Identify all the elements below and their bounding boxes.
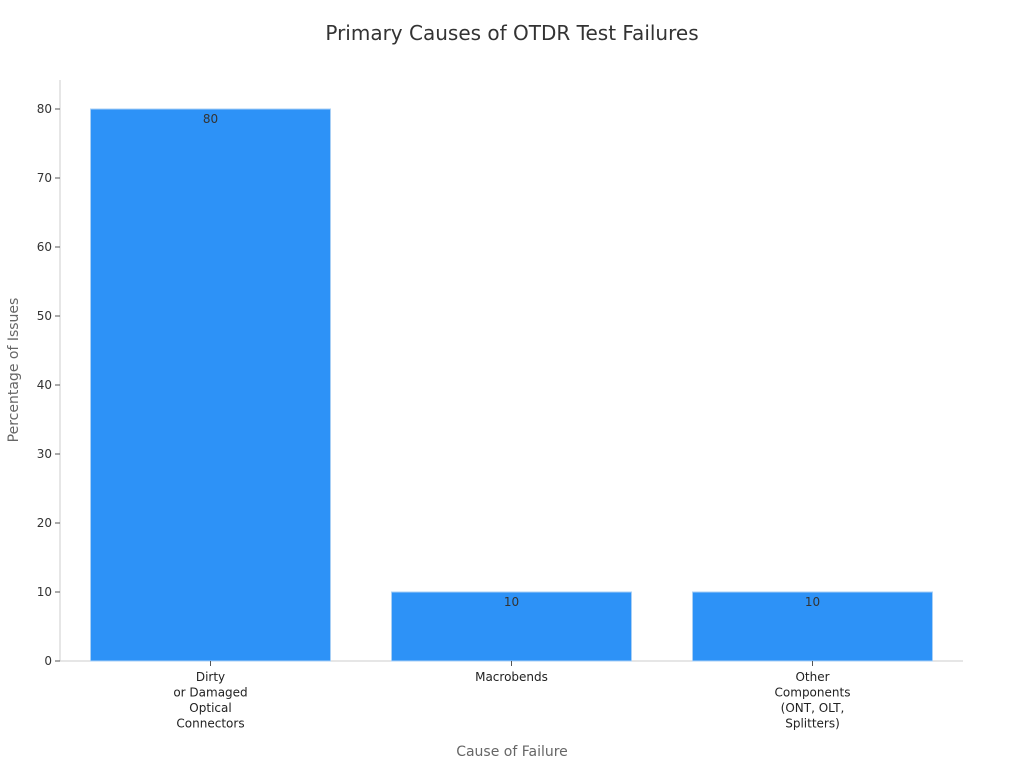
x-tick-label-line: Macrobends [475,670,548,684]
y-axis-label: Percentage of Issues [6,298,22,443]
y-tick-label: 0 [44,654,52,668]
x-tick-label-line: Dirty [196,670,225,684]
x-tick-label-line: Optical [189,701,231,715]
data-label: 10 [805,595,820,609]
x-axis-label: Cause of Failure [456,744,568,760]
x-tick-label: Macrobends [475,670,548,684]
x-tick-label-line: (ONT, OLT, [781,701,845,715]
bar [692,591,933,662]
data-label: 80 [203,112,218,126]
bar [391,591,632,662]
y-tick-label: 20 [37,516,52,530]
y-tick-label: 50 [37,309,52,323]
x-tick-label-line: Splitters) [785,717,840,731]
x-tick-label-line: Other [795,670,829,684]
y-tick-label: 80 [37,102,52,116]
x-tick-label-line: or Damaged [173,686,247,700]
chart-title: Primary Causes of OTDR Test Failures [325,21,698,45]
y-tick-label: 60 [37,240,52,254]
y-tick-label: 70 [37,171,52,185]
x-tick-label: Dirty or Damaged Optical Connectors [173,670,247,731]
x-tick-label: Other Components (ONT, OLT, Splitters) [775,670,851,731]
x-tick-label-line: Components [775,686,851,700]
y-tick-label: 40 [37,378,52,392]
data-label: 10 [504,595,519,609]
x-tick-label-line: Connectors [176,717,244,731]
bar [90,108,331,662]
y-tick-label: 10 [37,585,52,599]
y-tick-label: 30 [37,447,52,461]
